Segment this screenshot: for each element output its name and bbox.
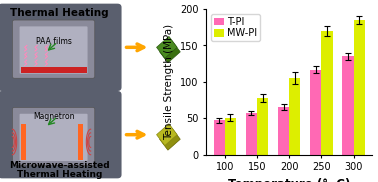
Legend: T-PI, MW-PI: T-PI, MW-PI (211, 14, 260, 41)
Bar (278, 107, 289, 155)
Text: Magnetron: Magnetron (33, 112, 74, 121)
Bar (257, 98, 268, 155)
Bar (78, 124, 84, 160)
Bar (225, 118, 236, 155)
Text: :): :) (164, 132, 169, 139)
Bar (21, 67, 87, 73)
Bar (342, 56, 353, 155)
X-axis label: Temperature (°  C): Temperature (° C) (228, 178, 350, 182)
Polygon shape (160, 128, 180, 150)
Polygon shape (156, 36, 177, 58)
Y-axis label: Tensile Strength (MPa): Tensile Strength (MPa) (164, 24, 174, 140)
Bar (21, 124, 26, 160)
Bar (321, 31, 333, 155)
FancyBboxPatch shape (12, 20, 95, 78)
Text: Microwave-assisted: Microwave-assisted (9, 161, 110, 170)
Bar (214, 120, 225, 155)
FancyBboxPatch shape (20, 114, 88, 161)
FancyBboxPatch shape (0, 4, 122, 91)
Bar (246, 113, 257, 155)
Text: :): :) (164, 41, 169, 48)
Text: Thermal Heating: Thermal Heating (11, 8, 109, 18)
Bar (289, 78, 301, 155)
FancyBboxPatch shape (0, 91, 122, 178)
FancyBboxPatch shape (20, 26, 88, 74)
Bar (353, 20, 365, 155)
Text: PAA films: PAA films (36, 37, 71, 46)
Bar (310, 70, 321, 155)
FancyBboxPatch shape (12, 107, 95, 166)
Text: Thermal Heating: Thermal Heating (17, 170, 102, 179)
Polygon shape (160, 41, 180, 63)
Polygon shape (156, 124, 177, 146)
